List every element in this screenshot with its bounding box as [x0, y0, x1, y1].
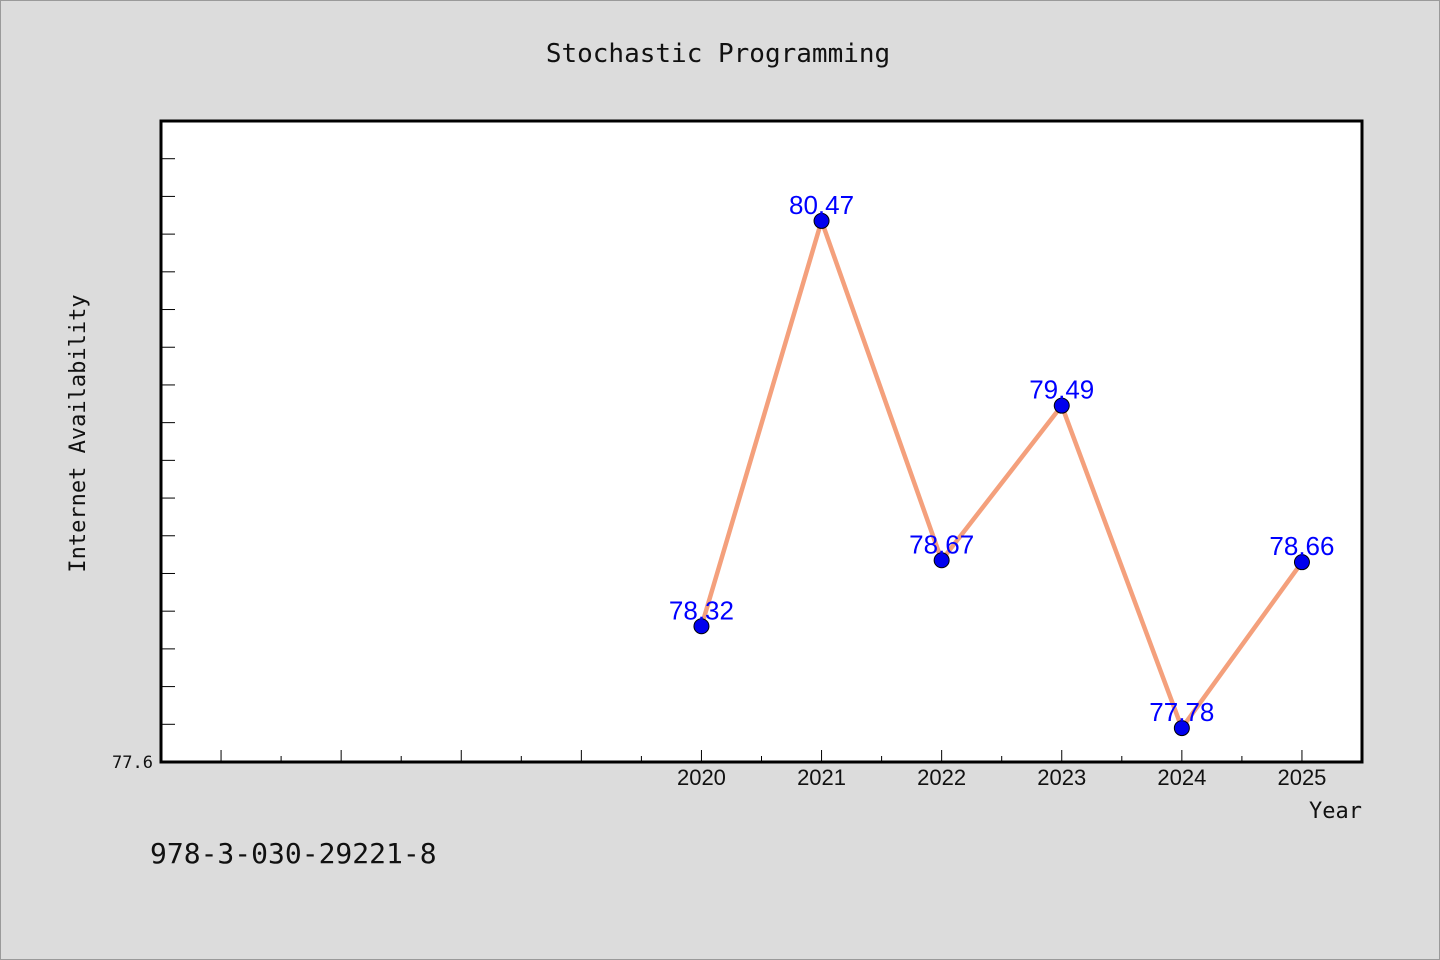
x-tick-label: 2020 [677, 765, 726, 790]
chart-title: Stochastic Programming [546, 39, 890, 69]
x-tick-label: 2021 [797, 765, 846, 790]
plot-area [161, 121, 1362, 762]
plot-frame [159, 119, 1364, 764]
x-tick-label: 2024 [1157, 765, 1206, 790]
data-label: 78.32 [669, 595, 734, 625]
y-axis-label: Internet Availability [66, 294, 91, 572]
x-tick-label: 2023 [1037, 765, 1086, 790]
x-tick-label: 2025 [1277, 765, 1326, 790]
data-label: 78.67 [909, 529, 974, 559]
data-point [693, 618, 710, 635]
data-point [1293, 554, 1310, 571]
x-tick-label: 2022 [917, 765, 966, 790]
x-axis-label: Year [1309, 799, 1362, 824]
y-tick-label: 77.6 [112, 753, 153, 773]
data-label: 80.47 [789, 190, 854, 220]
footer-code: 978-3-030-29221-8 [150, 837, 437, 870]
data-point [813, 212, 830, 229]
data-point [1053, 397, 1070, 414]
data-label: 78.66 [1269, 531, 1334, 561]
data-label: 77.78 [1149, 697, 1214, 727]
series-line [699, 218, 1304, 731]
data-point [933, 552, 950, 569]
data-label: 79.49 [1029, 375, 1094, 405]
data-point [1173, 720, 1190, 737]
